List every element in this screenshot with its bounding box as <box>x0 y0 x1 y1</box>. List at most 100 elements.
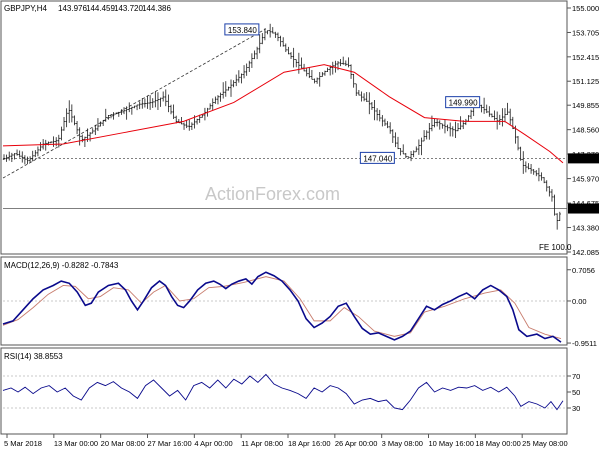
price-bar <box>407 156 410 158</box>
price-bar <box>490 113 494 118</box>
price-bar <box>545 180 548 192</box>
y-tick-label: 153.705 <box>572 28 599 37</box>
price-bar <box>266 30 269 35</box>
price-bar <box>34 150 37 158</box>
x-tick-label: 4 Apr 00:00 <box>194 439 232 448</box>
price-bar <box>10 152 14 163</box>
ohlc-close: 144.386 <box>142 4 171 13</box>
macd-y-tick-label: -0.9511 <box>572 339 597 348</box>
price-bar <box>435 118 439 127</box>
price-bar <box>540 172 543 181</box>
price-bar <box>146 95 149 109</box>
price-bar <box>313 78 316 84</box>
price-bar <box>281 37 285 47</box>
macd-title: MACD(12,26,9) -0.8282 -0.7843 <box>4 261 119 270</box>
price-bar <box>498 114 501 125</box>
price-bar <box>446 124 449 132</box>
price-bar <box>420 137 423 156</box>
price-bar <box>402 144 405 155</box>
price-bar <box>386 121 389 129</box>
price-bar <box>117 111 121 117</box>
rsi-layer <box>2 373 567 411</box>
price-bar <box>451 126 455 137</box>
price-bar <box>289 52 293 59</box>
price-bar <box>331 61 334 75</box>
ohlc-high: 144.459 <box>86 4 115 13</box>
price-bar <box>120 109 123 115</box>
price-bar <box>190 122 194 131</box>
y-tick-label: 152.415 <box>572 53 599 62</box>
price-bar <box>52 136 55 147</box>
price-bar <box>99 121 102 127</box>
price-bar <box>321 72 324 77</box>
price-bar <box>198 114 201 123</box>
price-bar <box>425 130 428 140</box>
price-bar <box>151 98 154 108</box>
level-tag-label: 147.040 <box>570 154 597 163</box>
price-bar <box>5 154 8 162</box>
price-bar <box>23 155 27 165</box>
price-bar <box>143 98 147 108</box>
y-tick-label: 151.125 <box>572 77 599 86</box>
price-bar <box>383 118 387 126</box>
price-bar <box>360 91 363 102</box>
x-tick-label: 26 Apr 00:00 <box>335 439 378 448</box>
price-bar <box>258 34 261 54</box>
price-bar <box>509 108 512 126</box>
x-tick-label: 20 Mar 08:00 <box>101 439 145 448</box>
price-bar <box>135 104 139 111</box>
rsi-line <box>2 373 564 411</box>
price-bar <box>495 111 499 130</box>
price-bar <box>201 114 204 118</box>
price-bar <box>271 27 274 34</box>
price-bar <box>292 47 295 68</box>
price-bar <box>404 153 408 159</box>
price-bar <box>438 120 441 130</box>
x-tick-label: 25 May 08:00 <box>522 439 567 448</box>
level-tag <box>568 153 599 164</box>
price-bar <box>21 151 24 163</box>
moving-average-line <box>2 64 564 164</box>
price-bar <box>235 74 238 87</box>
annotation-label: 147.040 <box>363 154 392 163</box>
price-bar <box>101 119 105 127</box>
price-bar <box>480 104 483 113</box>
price-bar <box>503 108 507 123</box>
price-bar <box>375 108 379 121</box>
price-bar <box>263 28 267 41</box>
price-bar <box>558 211 561 222</box>
x-tick-label: 5 Mar 2018 <box>4 439 42 448</box>
price-bar <box>334 60 337 73</box>
price-bar <box>357 89 361 96</box>
price-bar <box>73 115 76 126</box>
price-bar <box>128 102 131 113</box>
annotation-box: 153.840 <box>224 23 260 36</box>
price-bar <box>250 53 254 68</box>
price-bar <box>240 73 243 84</box>
price-bar <box>422 130 426 142</box>
price-bar <box>412 150 415 158</box>
price-bar <box>109 114 113 119</box>
price-bar <box>175 115 178 124</box>
price-bar <box>138 101 141 110</box>
price-bar <box>68 100 71 123</box>
price-bar <box>141 98 144 109</box>
price-bar <box>26 156 29 164</box>
price-bar <box>208 103 212 110</box>
price-bar <box>60 126 63 141</box>
price-bar <box>448 122 452 137</box>
price-bar <box>519 146 522 161</box>
price-bar <box>96 118 100 132</box>
y-tick-label: 149.855 <box>572 101 599 110</box>
price-bar <box>122 107 126 115</box>
price-bar <box>107 115 110 120</box>
price-bar <box>172 104 175 120</box>
x-tick-label: 13 Mar 00:00 <box>54 439 98 448</box>
price-bar <box>180 117 183 125</box>
price-bar <box>268 23 272 38</box>
y-tick-label: 148.560 <box>572 126 599 135</box>
rsi-title: RSI(14) 38.8553 <box>4 352 63 361</box>
price-bar <box>28 156 32 163</box>
price-bar <box>188 119 191 131</box>
